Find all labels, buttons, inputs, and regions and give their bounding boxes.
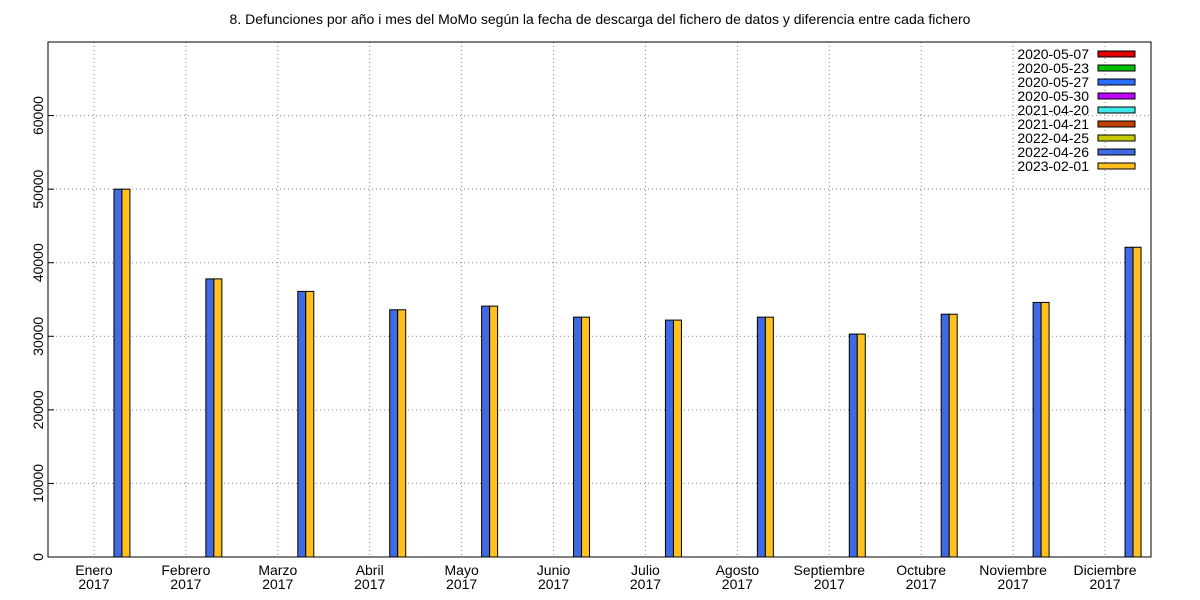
bar [764, 316, 774, 558]
bar [113, 188, 123, 558]
bar [389, 309, 399, 558]
y-tick-label: 10000 [30, 464, 46, 503]
x-tick-label: Enero 2017 [75, 562, 113, 592]
x-tick-label: Noviembre 2017 [979, 562, 1047, 592]
bar [581, 316, 591, 558]
y-tick-label: 50000 [30, 169, 46, 208]
legend-label: 2020-05-07 [1017, 46, 1089, 62]
x-tick-label: Marzo 2017 [258, 562, 298, 592]
bar [305, 290, 315, 558]
bar [1040, 301, 1050, 558]
bar [481, 305, 491, 558]
x-tick-label: Mayo 2017 [444, 562, 479, 592]
y-tick-label: 60000 [30, 96, 46, 135]
bar [756, 316, 766, 558]
legend-label: 2022-04-26 [1017, 144, 1089, 160]
bar [205, 278, 215, 558]
x-tick-label: Abril 2017 [354, 562, 386, 592]
legend-label: 2023-02-01 [1017, 158, 1089, 174]
legend-swatch [1097, 64, 1136, 72]
bar [948, 313, 958, 558]
legend-swatch [1097, 78, 1136, 86]
legend-label: 2020-05-27 [1017, 74, 1089, 90]
legend-label: 2020-05-30 [1017, 88, 1089, 104]
legend-label: 2021-04-21 [1017, 116, 1089, 132]
x-tick-label: Febrero 2017 [161, 562, 211, 592]
legend-label: 2022-04-25 [1017, 130, 1089, 146]
chart-title: 8. Defunciones por año i mes del MoMo se… [230, 11, 971, 27]
y-tick-label: 30000 [30, 317, 46, 356]
x-tick-label: Septiembre 2017 [793, 562, 866, 592]
x-tick-label: Octubre 2017 [896, 562, 947, 592]
legend-swatch [1097, 120, 1136, 128]
legend-swatch [1097, 106, 1136, 114]
bar [1124, 246, 1134, 558]
legend-swatch [1097, 92, 1136, 100]
x-tick-label: Diciembre 2017 [1073, 562, 1137, 592]
y-tick-label: 0 [30, 553, 46, 561]
bar [672, 319, 682, 558]
legend-swatch [1097, 148, 1136, 156]
bar [297, 290, 307, 558]
legend-label: 2020-05-23 [1017, 60, 1089, 76]
bar [856, 333, 866, 558]
bar [573, 316, 583, 558]
bar [1132, 246, 1142, 558]
bar [213, 278, 223, 558]
plot-frame [47, 41, 1152, 558]
bar [121, 188, 131, 558]
x-tick-label: Junio 2017 [536, 562, 571, 592]
bar [1032, 301, 1042, 558]
x-tick-label: Agosto 2017 [715, 562, 760, 592]
bar [397, 309, 407, 558]
bar [940, 313, 950, 558]
legend-swatch [1097, 162, 1136, 170]
y-tick-label: 40000 [30, 243, 46, 282]
legend-swatch [1097, 50, 1136, 58]
legend-label: 2021-04-20 [1017, 102, 1089, 118]
legend-swatch [1097, 134, 1136, 142]
bar [489, 305, 499, 558]
bar [848, 333, 858, 558]
y-tick-label: 20000 [30, 390, 46, 429]
bar [664, 319, 674, 558]
x-tick-label: Julio 2017 [629, 562, 662, 592]
